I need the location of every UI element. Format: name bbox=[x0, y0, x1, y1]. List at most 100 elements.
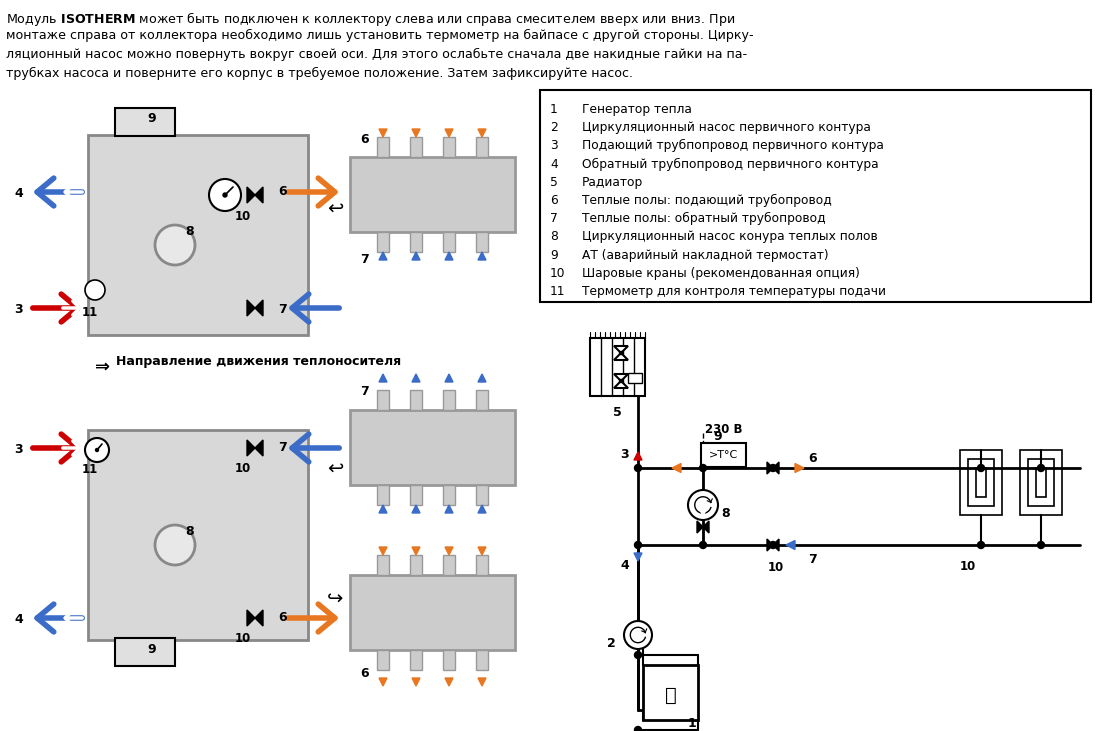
Text: 6: 6 bbox=[808, 452, 816, 465]
Bar bbox=[88, 430, 308, 640]
Polygon shape bbox=[785, 540, 795, 550]
Text: ⇒: ⇒ bbox=[95, 358, 110, 376]
Polygon shape bbox=[378, 505, 387, 513]
Bar bbox=[1036, 468, 1047, 497]
Circle shape bbox=[620, 352, 622, 355]
Polygon shape bbox=[478, 678, 486, 686]
Circle shape bbox=[688, 490, 719, 520]
Circle shape bbox=[84, 280, 105, 300]
Text: 6: 6 bbox=[550, 194, 557, 207]
Bar bbox=[410, 650, 422, 670]
Bar bbox=[350, 157, 514, 232]
Text: ↪: ↪ bbox=[327, 588, 343, 607]
Polygon shape bbox=[795, 463, 804, 472]
Bar bbox=[476, 232, 488, 252]
Circle shape bbox=[95, 449, 99, 452]
Text: 8: 8 bbox=[185, 525, 194, 538]
Polygon shape bbox=[247, 440, 255, 456]
Bar bbox=[476, 390, 488, 410]
Text: 2: 2 bbox=[608, 637, 617, 650]
Bar bbox=[377, 650, 389, 670]
Polygon shape bbox=[412, 547, 420, 555]
Polygon shape bbox=[634, 452, 642, 460]
Polygon shape bbox=[378, 374, 387, 382]
Text: 9: 9 bbox=[148, 643, 156, 656]
Circle shape bbox=[769, 542, 777, 548]
Text: 10: 10 bbox=[768, 561, 784, 574]
Polygon shape bbox=[634, 553, 642, 561]
Bar bbox=[476, 137, 488, 157]
Polygon shape bbox=[773, 539, 779, 551]
Text: 2: 2 bbox=[550, 121, 557, 135]
Polygon shape bbox=[445, 505, 453, 513]
Polygon shape bbox=[412, 505, 420, 513]
Circle shape bbox=[634, 542, 642, 548]
Text: 10: 10 bbox=[235, 632, 251, 645]
Text: 11: 11 bbox=[82, 306, 99, 319]
Polygon shape bbox=[255, 300, 263, 316]
Text: 4: 4 bbox=[620, 559, 629, 572]
Circle shape bbox=[155, 525, 195, 565]
Polygon shape bbox=[614, 346, 627, 353]
Polygon shape bbox=[412, 252, 420, 260]
Polygon shape bbox=[697, 521, 703, 533]
Polygon shape bbox=[255, 440, 263, 456]
Bar bbox=[377, 137, 389, 157]
Bar bbox=[443, 390, 455, 410]
Bar bbox=[377, 232, 389, 252]
Polygon shape bbox=[773, 462, 779, 474]
Bar bbox=[1020, 450, 1062, 515]
Bar bbox=[377, 485, 389, 505]
Text: 10: 10 bbox=[235, 210, 251, 223]
Text: 9: 9 bbox=[550, 249, 557, 262]
Text: Направление движения теплоносителя: Направление движения теплоносителя bbox=[116, 355, 402, 368]
Polygon shape bbox=[247, 187, 255, 203]
Polygon shape bbox=[445, 547, 453, 555]
Bar bbox=[410, 232, 422, 252]
Text: 11: 11 bbox=[82, 463, 99, 476]
Polygon shape bbox=[700, 510, 706, 516]
Polygon shape bbox=[247, 610, 255, 626]
Text: 6: 6 bbox=[360, 133, 369, 146]
Polygon shape bbox=[478, 374, 486, 382]
Polygon shape bbox=[412, 678, 420, 686]
Text: 5: 5 bbox=[550, 175, 558, 189]
Text: 6: 6 bbox=[360, 667, 369, 680]
Circle shape bbox=[634, 464, 642, 471]
Text: >T°C: >T°C bbox=[709, 450, 737, 460]
Text: Радиатор: Радиатор bbox=[583, 175, 643, 189]
Circle shape bbox=[977, 542, 984, 548]
Polygon shape bbox=[478, 129, 486, 137]
Bar bbox=[476, 650, 488, 670]
Text: 4: 4 bbox=[14, 187, 23, 200]
Text: 1: 1 bbox=[687, 717, 695, 730]
Circle shape bbox=[1038, 542, 1044, 548]
Polygon shape bbox=[445, 129, 453, 137]
Bar bbox=[960, 450, 1002, 515]
Text: 7: 7 bbox=[808, 553, 817, 566]
Circle shape bbox=[624, 621, 652, 649]
Polygon shape bbox=[378, 129, 387, 137]
Circle shape bbox=[700, 464, 706, 471]
Bar bbox=[627, 373, 642, 383]
Text: 3: 3 bbox=[14, 303, 23, 316]
Text: Подающий трубпопровод первичного контура: Подающий трубпопровод первичного контура bbox=[583, 140, 884, 153]
Bar bbox=[115, 638, 176, 666]
Text: 6: 6 bbox=[278, 185, 286, 198]
Polygon shape bbox=[672, 463, 681, 472]
Circle shape bbox=[634, 651, 642, 659]
Text: Модуль $\mathbf{ISOTHERM}$ может быть подключен к коллектору слева или справа см: Модуль $\mathbf{ISOTHERM}$ может быть по… bbox=[5, 10, 735, 28]
Text: Теплые полы: подающий трубопровод: Теплые полы: подающий трубопровод bbox=[583, 194, 832, 207]
Polygon shape bbox=[445, 252, 453, 260]
Text: Генератор тепла: Генератор тепла bbox=[583, 103, 692, 116]
Text: 7: 7 bbox=[278, 441, 286, 454]
Text: 8: 8 bbox=[721, 507, 730, 520]
Bar bbox=[350, 410, 514, 485]
Bar bbox=[590, 338, 645, 396]
Bar bbox=[443, 137, 455, 157]
Bar bbox=[976, 468, 986, 497]
Bar bbox=[443, 650, 455, 670]
Circle shape bbox=[155, 225, 195, 265]
Polygon shape bbox=[445, 374, 453, 382]
Bar bbox=[476, 485, 488, 505]
